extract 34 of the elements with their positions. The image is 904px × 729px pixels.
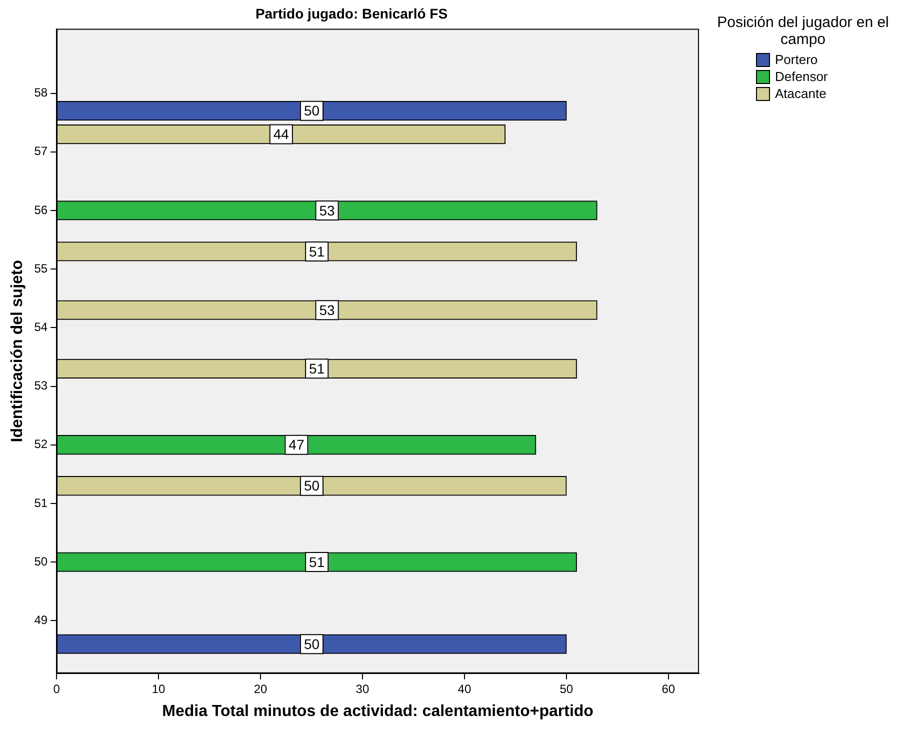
- y-tick-label: 57: [34, 144, 48, 158]
- data-label: 53: [319, 302, 336, 318]
- y-tick-label: 55: [34, 261, 48, 276]
- y-tick-label: 53: [34, 378, 48, 393]
- data-label: 50: [304, 102, 320, 119]
- y-tick-label: 52: [34, 437, 48, 452]
- data-label: 47: [288, 436, 304, 453]
- data-label: 51: [309, 243, 325, 260]
- x-tick-label: 0: [53, 682, 60, 696]
- legend-label: Defensor: [775, 69, 828, 84]
- legend-label: Atacante: [775, 86, 826, 101]
- legend-title: Posición del jugador en el campo: [716, 14, 890, 48]
- x-tick-label: 60: [662, 682, 676, 696]
- data-label: 51: [309, 360, 325, 377]
- data-label: 51: [309, 554, 325, 570]
- x-tick-label: 20: [254, 682, 268, 696]
- x-tick-label: 50: [560, 682, 574, 696]
- y-tick-label: 54: [34, 320, 48, 334]
- data-label: 50: [304, 478, 320, 494]
- data-label: 44: [273, 126, 290, 142]
- x-tick-label: 10: [152, 682, 166, 696]
- y-tick-label: 58: [34, 86, 48, 100]
- data-label: 53: [319, 202, 336, 218]
- chart-title: Partido jugado: Benicarló FS: [255, 5, 448, 22]
- x-tick-label: 40: [458, 682, 472, 696]
- data-label: 50: [304, 636, 320, 652]
- y-tick-label: 51: [34, 496, 48, 510]
- x-axis-title: Media Total minutos de actividad: calentamiento+partido: [162, 702, 594, 720]
- y-tick-label: 49: [34, 612, 48, 627]
- y-axis-title: Identificación del sujeto: [9, 260, 26, 442]
- y-tick-label: 50: [34, 554, 48, 568]
- legend-label: Portero: [775, 52, 818, 67]
- y-tick-label: 56: [34, 202, 48, 217]
- x-tick-label: 30: [356, 682, 370, 696]
